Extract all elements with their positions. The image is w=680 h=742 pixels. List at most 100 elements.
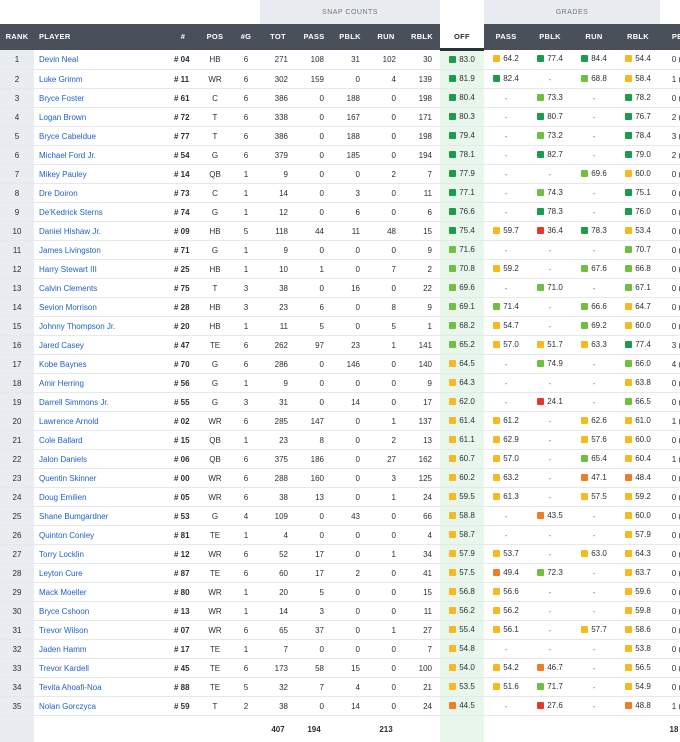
- player-link[interactable]: Shane Bumgardner: [34, 507, 168, 526]
- player-link[interactable]: Mikey Pauley: [34, 165, 168, 184]
- player-link[interactable]: Sevion Morrison: [34, 298, 168, 317]
- grade-value: 60.2: [459, 473, 475, 482]
- player-link[interactable]: Daniel Hishaw Jr.: [34, 222, 168, 241]
- player-link[interactable]: Dre Doiron: [34, 184, 168, 203]
- col-grade-rblk[interactable]: RBLK: [616, 24, 660, 50]
- player-link[interactable]: Jared Casey: [34, 336, 168, 355]
- player-link[interactable]: Logan Brown: [34, 108, 168, 127]
- player-link[interactable]: Trevor Wilson: [34, 621, 168, 640]
- player-link[interactable]: Leyton Cure: [34, 564, 168, 583]
- grade-value: 75.1: [635, 188, 651, 197]
- grade-value: 73.2: [547, 131, 563, 140]
- player-link[interactable]: Luke Grimm: [34, 70, 168, 89]
- player-link[interactable]: Jaden Hamm: [34, 640, 168, 659]
- player-link[interactable]: Kobe Baynes: [34, 355, 168, 374]
- grade-value: 78.4: [635, 131, 651, 140]
- snap-pblk-cell: 16: [332, 279, 368, 298]
- col-pos[interactable]: POS: [198, 24, 232, 50]
- col-rank[interactable]: RANK: [0, 24, 34, 50]
- player-link[interactable]: Johnny Thompson Jr.: [34, 317, 168, 336]
- player-link[interactable]: Torry Locklin: [34, 545, 168, 564]
- col-player[interactable]: PLAYER: [34, 24, 168, 50]
- col-snap-tot[interactable]: TOT: [260, 24, 296, 50]
- player-link[interactable]: Bryce Cabeldue: [34, 127, 168, 146]
- player-link[interactable]: De'Kedrick Sterns: [34, 203, 168, 222]
- player-link[interactable]: Quinton Conley: [34, 526, 168, 545]
- player-link[interactable]: Devin Neal: [34, 50, 168, 70]
- player-link[interactable]: Cole Ballard: [34, 431, 168, 450]
- col-grade-off[interactable]: OFF: [440, 24, 484, 50]
- col-snap-rblk[interactable]: RBLK: [404, 24, 440, 50]
- col-pen[interactable]: PEN: [660, 24, 680, 50]
- player-link[interactable]: Calvin Clements: [34, 279, 168, 298]
- player-link[interactable]: Lawrence Arnold: [34, 412, 168, 431]
- grade-pblk: -: [528, 298, 572, 317]
- player-link[interactable]: Bryce Cshoon: [34, 602, 168, 621]
- col-grade-pblk[interactable]: PBLK: [528, 24, 572, 50]
- player-link[interactable]: Doug Emilien: [34, 488, 168, 507]
- player-link[interactable]: Amir Herring: [34, 374, 168, 393]
- player-link[interactable]: Harry Stewart III: [34, 260, 168, 279]
- col-games[interactable]: #G: [232, 24, 260, 50]
- col-grade-run[interactable]: RUN: [572, 24, 616, 50]
- player-link[interactable]: Michael Ford Jr.: [34, 146, 168, 165]
- player-link[interactable]: Trevor Kardell: [34, 659, 168, 678]
- empty-grade: -: [505, 531, 508, 540]
- player-link[interactable]: Bryce Foster: [34, 89, 168, 108]
- col-snap-pass[interactable]: PASS: [296, 24, 332, 50]
- player-link[interactable]: Quentin Skinner: [34, 469, 168, 488]
- player-link[interactable]: Mack Moeller: [34, 583, 168, 602]
- grade-value: 82.7: [547, 150, 563, 159]
- grade-value: 59.6: [635, 587, 651, 596]
- col-number[interactable]: #: [168, 24, 198, 50]
- player-link[interactable]: James Livingston: [34, 241, 168, 260]
- grade-swatch-icon: [449, 379, 456, 386]
- grade-rblk: 60.0: [616, 431, 660, 450]
- col-snap-pblk[interactable]: PBLK: [332, 24, 368, 50]
- number-cell: # 02: [168, 412, 198, 431]
- player-link[interactable]: Nolan Gorczyca: [34, 697, 168, 716]
- col-grade-pass[interactable]: PASS: [484, 24, 528, 50]
- player-link[interactable]: Darrell Simmons Jr.: [34, 393, 168, 412]
- player-link[interactable]: Jalon Daniels: [34, 450, 168, 469]
- player-link[interactable]: Tevita Ahoafi-Noa: [34, 678, 168, 697]
- pen-cell: 0 (0): [660, 298, 680, 317]
- col-snap-run[interactable]: RUN: [368, 24, 404, 50]
